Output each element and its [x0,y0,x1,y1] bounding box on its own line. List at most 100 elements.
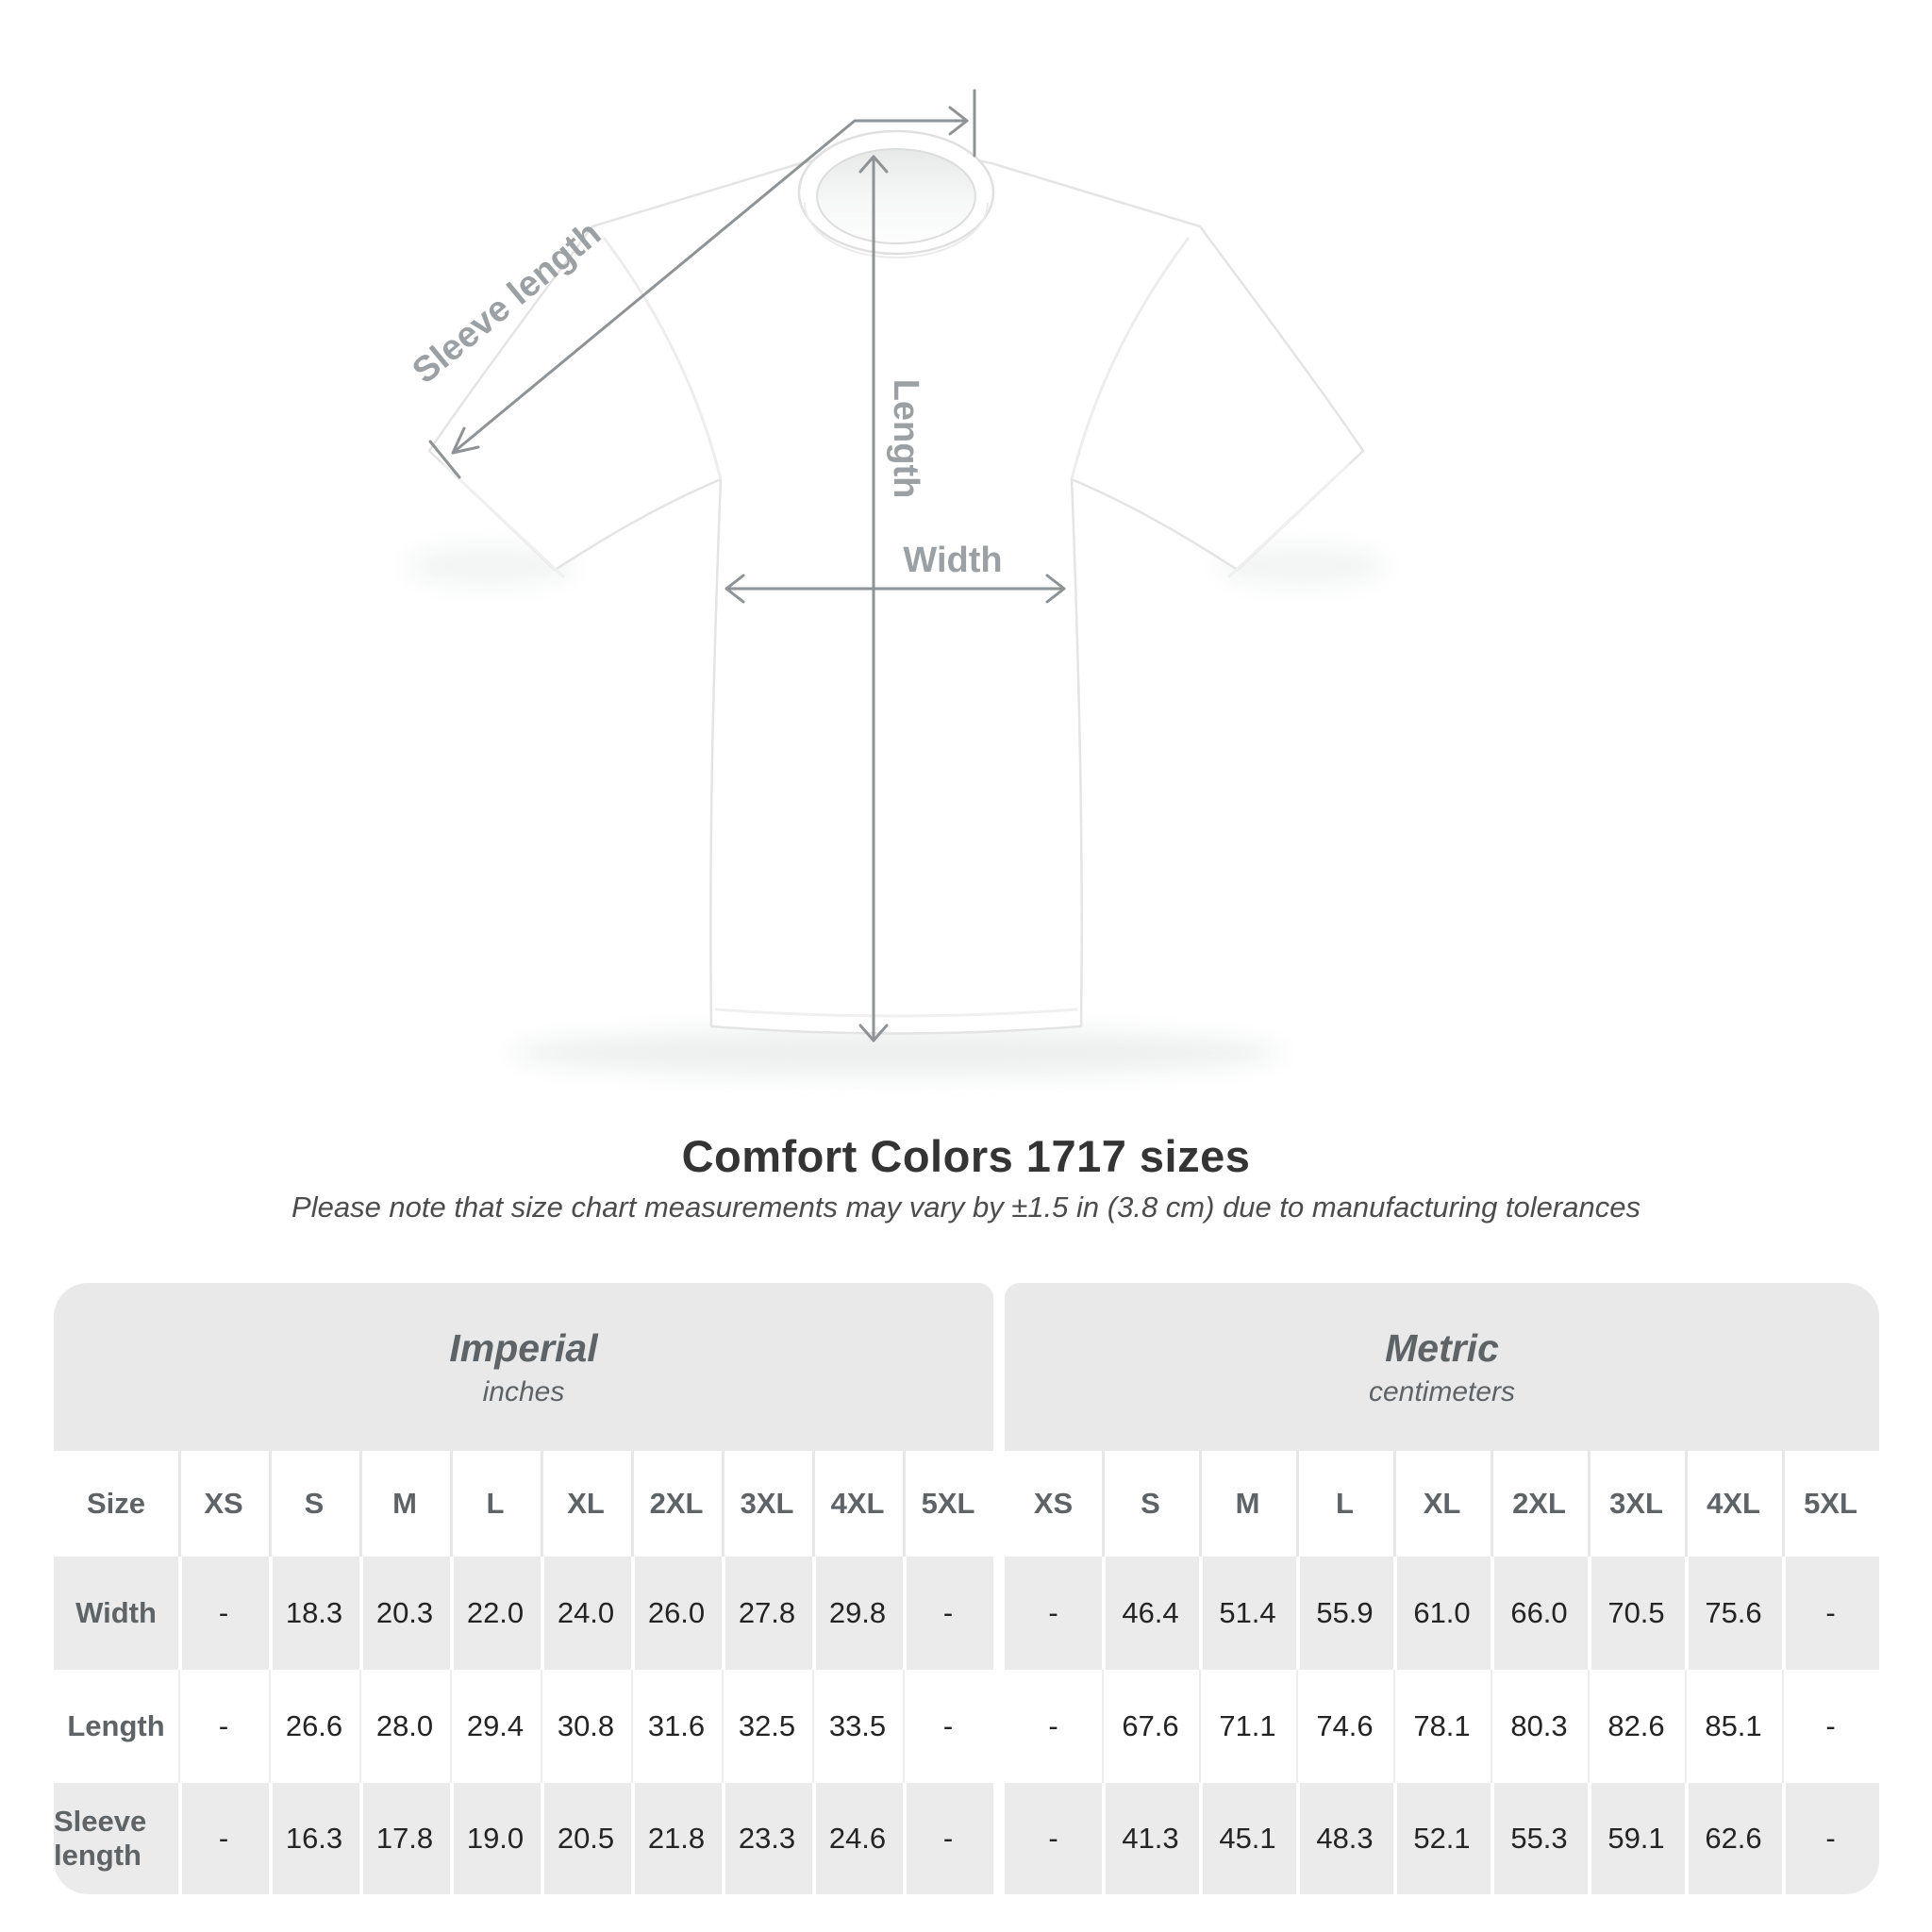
value-imperial: 23.3 [722,1783,812,1894]
value-imperial: 29.8 [812,1557,903,1670]
length-label: Length [886,379,925,499]
measurement-lines [428,89,1066,1042]
hem-stitch [714,1008,1078,1018]
imperial-title: Imperial [449,1325,598,1370]
value-metric: - [1005,1670,1102,1783]
group-gap [993,1783,1005,1894]
column-header-row: Size XS S M L XL 2XL 3XL 4XL 5XL XS S M L XL 2XL 3XL 4XL… [54,1451,1879,1557]
imperial-group-header: Imperial inches [54,1283,993,1451]
value-imperial: 29.4 [450,1670,541,1783]
value-metric: 82.6 [1588,1670,1685,1783]
value-imperial: 26.0 [631,1557,722,1670]
size-column-header: Size [86,1487,146,1520]
value-imperial: - [178,1670,269,1783]
value-metric: - [1782,1783,1879,1894]
value-imperial: 32.5 [722,1670,812,1783]
row-label-sleeve-length: Sleeve length [54,1783,178,1894]
table-row-sleeve-length: Sleeve length -16.3 17.8 19.0 20.5 21.8 23.3 2… [54,1783,1879,1894]
size-header-metric-2XL: 2XL [1491,1451,1588,1557]
left-cuff-stitch [441,462,566,579]
sleeve-tick-cuff [428,440,461,479]
value-metric: 55.3 [1491,1783,1588,1894]
right-armhole-seam [1070,237,1191,480]
value-imperial: - [178,1557,269,1670]
size-header-imperial-XL: XL [541,1451,631,1557]
tshirt-illustration [427,129,1365,1035]
size-header-metric-5XL: 5XL [1782,1451,1879,1557]
value-imperial: 21.8 [631,1783,722,1894]
value-metric: 48.3 [1296,1783,1393,1894]
group-gap [993,1557,1005,1670]
tolerance-note: Please note that size chart measurements… [291,1191,1641,1224]
width-arrow-left [724,574,745,604]
collar-inner [816,148,976,244]
size-header-metric-S: S [1102,1451,1199,1557]
width-arrow-right [1045,574,1066,604]
right-cuff-stitch [1226,462,1351,579]
tshirt-body [427,151,1365,1035]
value-metric: 74.6 [1296,1670,1393,1783]
sleeve-arrow-right [948,106,969,136]
value-metric: 70.5 [1588,1557,1685,1670]
value-metric: 80.3 [1491,1670,1588,1783]
size-header-imperial-5XL: 5XL [903,1451,993,1557]
width-label: Width [903,541,1002,580]
value-imperial: 19.0 [450,1783,541,1894]
value-imperial: 28.0 [359,1670,450,1783]
size-header-imperial-4XL: 4XL [812,1451,903,1557]
value-imperial: 22.0 [450,1557,541,1670]
value-metric: - [1005,1557,1102,1670]
value-metric: 62.6 [1685,1783,1782,1894]
value-imperial: 27.8 [722,1557,812,1670]
value-imperial: 30.8 [541,1670,631,1783]
table-row-width: Width -18.3 20.3 22.0 24.0 26.0 27.8 29.8- -46.… [54,1557,1879,1670]
metric-title: Metric [1385,1325,1499,1370]
size-header-metric-3XL: 3XL [1588,1451,1685,1557]
value-metric: 55.9 [1296,1557,1393,1670]
value-imperial: - [178,1783,269,1894]
size-header-metric-M: M [1199,1451,1296,1557]
metric-group-header: Metric centimeters [1005,1283,1879,1451]
size-header-imperial-M: M [359,1451,450,1557]
value-imperial: - [903,1670,993,1783]
shirt-shadow [406,545,1387,1077]
value-metric: 67.6 [1102,1670,1199,1783]
size-chart-table: Imperial inches Metric centimeters Size … [54,1283,1879,1894]
value-metric: - [1782,1557,1879,1670]
value-metric: 61.0 [1393,1557,1491,1670]
left-armhole-seam [602,237,723,480]
value-metric: 52.1 [1393,1783,1491,1894]
value-metric: - [1782,1670,1879,1783]
value-metric: 41.3 [1102,1783,1199,1894]
sleeve-arrow-end [451,426,480,455]
value-imperial: 26.6 [269,1670,359,1783]
size-header-metric-XS: XS [1033,1487,1074,1520]
size-header-metric-XL: XL [1393,1451,1491,1557]
sleeve-length-line [451,119,969,455]
value-metric: 51.4 [1199,1557,1296,1670]
size-header-imperial-3XL: 3XL [722,1451,812,1557]
value-metric: 75.6 [1685,1557,1782,1670]
collar-stitch [804,202,989,258]
size-header-imperial-S: S [269,1451,359,1557]
size-header-imperial-XS: XS [178,1451,269,1557]
value-imperial: 16.3 [269,1783,359,1894]
value-metric: 85.1 [1685,1670,1782,1783]
value-metric: - [1005,1783,1102,1894]
value-imperial: 17.8 [359,1783,450,1894]
size-header-metric-4XL: 4XL [1685,1451,1782,1557]
group-gap [993,1451,1005,1557]
value-metric: 66.0 [1491,1557,1588,1670]
value-imperial: - [903,1557,993,1670]
group-divider [993,1283,1005,1451]
size-header-imperial-2XL: 2XL [631,1451,722,1557]
tshirt-measurement-diagram: Width Length Sleeve length [406,89,1387,1077]
length-arrow-down [858,1024,889,1042]
value-imperial: 20.3 [359,1557,450,1670]
imperial-unit: inches [482,1375,565,1407]
value-metric: 78.1 [1393,1670,1491,1783]
value-imperial: 24.6 [812,1783,903,1894]
row-label-width: Width [54,1557,178,1670]
value-metric: 71.1 [1199,1670,1296,1783]
group-gap [993,1670,1005,1783]
